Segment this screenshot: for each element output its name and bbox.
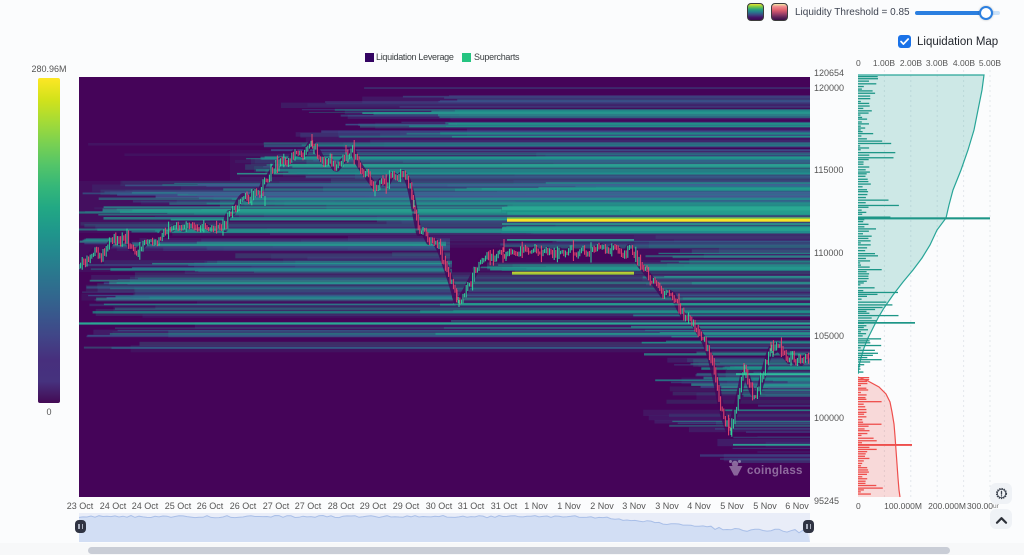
svg-text:coinglass: coinglass bbox=[747, 465, 803, 477]
